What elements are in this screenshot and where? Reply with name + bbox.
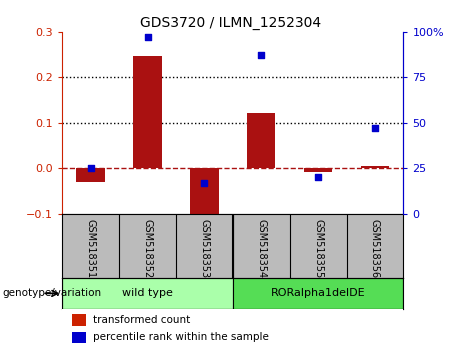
Bar — [62, 278, 233, 309]
Point — [258, 53, 265, 58]
Text: percentile rank within the sample: percentile rank within the sample — [93, 332, 269, 342]
Bar — [247, 113, 276, 168]
Text: GSM518356: GSM518356 — [370, 219, 380, 278]
Text: GDS3720 / ILMN_1252304: GDS3720 / ILMN_1252304 — [140, 16, 321, 30]
Bar — [77, 168, 105, 182]
Point — [144, 34, 151, 40]
Bar — [361, 166, 389, 168]
Text: RORalpha1delDE: RORalpha1delDE — [271, 289, 366, 298]
Text: wild type: wild type — [122, 289, 173, 298]
Point — [371, 125, 378, 131]
Point — [201, 180, 208, 185]
Text: GSM518355: GSM518355 — [313, 219, 323, 278]
Text: transformed count: transformed count — [93, 315, 190, 325]
Text: GSM518353: GSM518353 — [199, 219, 209, 278]
Bar — [72, 314, 86, 326]
Bar — [304, 168, 332, 172]
Text: GSM518354: GSM518354 — [256, 219, 266, 278]
Bar — [233, 278, 403, 309]
Text: genotype/variation: genotype/variation — [2, 289, 101, 298]
Bar — [133, 56, 162, 168]
Bar — [72, 332, 86, 343]
Point — [314, 175, 322, 180]
Text: GSM518352: GSM518352 — [142, 219, 153, 278]
Bar — [190, 168, 219, 219]
Text: GSM518351: GSM518351 — [86, 219, 96, 278]
Point — [87, 165, 95, 171]
